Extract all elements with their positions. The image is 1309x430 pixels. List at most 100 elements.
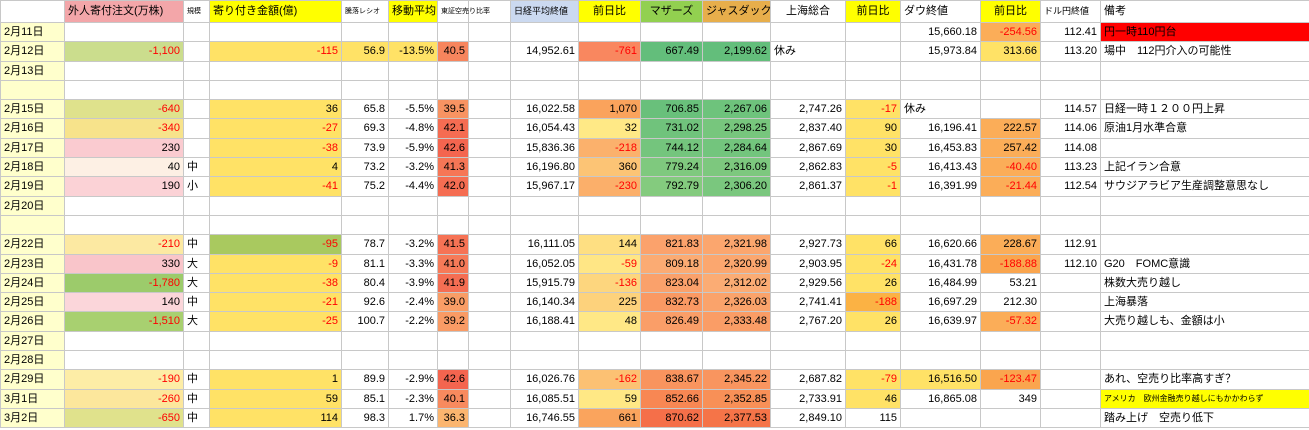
cell-short-sell-ratio[interactable]: 41.0 bbox=[437, 253, 469, 274]
cell-dow-close[interactable]: 16,431.78 bbox=[900, 253, 981, 274]
cell-mothers[interactable]: 779.24 bbox=[640, 157, 703, 178]
cell-shanghai[interactable] bbox=[770, 330, 846, 352]
cell-dow-close[interactable]: 休み bbox=[900, 99, 981, 120]
cell-date[interactable]: 2月20日 bbox=[0, 195, 65, 216]
cell-dow-change[interactable] bbox=[980, 214, 1041, 236]
cell-opening-amount[interactable]: -38 bbox=[209, 272, 342, 294]
cell-nikkei-change[interactable]: 661 bbox=[578, 407, 641, 429]
cell-usdjpy-close[interactable]: 112.54 bbox=[1040, 176, 1101, 197]
cell-moving-average[interactable]: -5.9% bbox=[388, 137, 438, 159]
cell-date[interactable]: 2月15日 bbox=[0, 99, 65, 120]
cell-usdjpy-close[interactable] bbox=[1040, 388, 1101, 409]
cell-order-size[interactable] bbox=[183, 214, 210, 236]
cell-date[interactable]: 2月16日 bbox=[0, 118, 65, 139]
cell-spacer[interactable] bbox=[468, 214, 511, 236]
cell-opening-amount[interactable]: -9 bbox=[209, 253, 342, 274]
cell-remarks[interactable] bbox=[1100, 60, 1309, 81]
cell-dow-close[interactable]: 16,413.43 bbox=[900, 157, 981, 178]
cell-shanghai[interactable]: 休み bbox=[770, 41, 846, 62]
cell-date[interactable]: 2月28日 bbox=[0, 350, 65, 371]
cell-order-size[interactable] bbox=[183, 118, 210, 139]
cell-shanghai[interactable] bbox=[770, 195, 846, 216]
cell-opening-amount[interactable] bbox=[209, 195, 342, 216]
header-spacer[interactable] bbox=[468, 0, 511, 23]
cell-shanghai-change[interactable]: -24 bbox=[845, 253, 901, 274]
header-mothers[interactable]: マザーズ bbox=[640, 0, 703, 23]
cell-date[interactable] bbox=[0, 214, 65, 236]
cell-spacer[interactable] bbox=[468, 195, 511, 216]
cell-order-size[interactable]: 中 bbox=[183, 388, 210, 409]
cell-nikkei-close[interactable] bbox=[510, 60, 579, 81]
cell-remarks[interactable]: 踏み上げ 空売り低下 bbox=[1100, 407, 1309, 429]
cell-foreign-orders[interactable]: -260 bbox=[64, 388, 184, 409]
cell-mothers[interactable]: 838.67 bbox=[640, 369, 703, 390]
cell-remarks[interactable]: G20 FOMC意識 bbox=[1100, 253, 1309, 274]
cell-spacer[interactable] bbox=[468, 407, 511, 429]
cell-moving-average[interactable] bbox=[388, 60, 438, 81]
cell-shanghai-change[interactable] bbox=[845, 21, 901, 43]
cell-nikkei-change[interactable]: -162 bbox=[578, 369, 641, 390]
cell-short-sell-ratio[interactable]: 41.9 bbox=[437, 272, 469, 294]
cell-toraku-ratio[interactable] bbox=[341, 60, 389, 81]
cell-spacer[interactable] bbox=[468, 79, 511, 101]
cell-remarks[interactable] bbox=[1100, 137, 1309, 159]
cell-shanghai[interactable] bbox=[770, 60, 846, 81]
cell-nikkei-change[interactable] bbox=[578, 350, 641, 371]
cell-short-sell-ratio[interactable]: 41.5 bbox=[437, 234, 469, 255]
cell-dow-close[interactable] bbox=[900, 79, 981, 101]
cell-remarks[interactable]: 日経一時１２００円上昇 bbox=[1100, 99, 1309, 120]
cell-nikkei-close[interactable] bbox=[510, 21, 579, 43]
cell-dow-change[interactable]: 349 bbox=[980, 388, 1041, 409]
cell-nikkei-change[interactable]: 48 bbox=[578, 311, 641, 332]
cell-foreign-orders[interactable]: -1,510 bbox=[64, 311, 184, 332]
cell-nikkei-close[interactable] bbox=[510, 330, 579, 352]
cell-shanghai-change[interactable] bbox=[845, 60, 901, 81]
cell-jasdaq[interactable]: 2,345.22 bbox=[702, 369, 771, 390]
cell-shanghai[interactable]: 2,927.73 bbox=[770, 234, 846, 255]
cell-nikkei-close[interactable]: 16,052.05 bbox=[510, 253, 579, 274]
cell-foreign-orders[interactable]: 230 bbox=[64, 137, 184, 159]
cell-jasdaq[interactable]: 2,267.06 bbox=[702, 99, 771, 120]
cell-jasdaq[interactable]: 2,199.62 bbox=[702, 41, 771, 62]
header-nikkei-change[interactable]: 前日比 bbox=[578, 0, 641, 23]
cell-toraku-ratio[interactable] bbox=[341, 79, 389, 101]
cell-remarks[interactable]: サウジアラビア生産調整意思なし bbox=[1100, 176, 1309, 197]
cell-jasdaq[interactable] bbox=[702, 60, 771, 81]
cell-spacer[interactable] bbox=[468, 137, 511, 159]
cell-foreign-orders[interactable] bbox=[64, 21, 184, 43]
cell-toraku-ratio[interactable] bbox=[341, 350, 389, 371]
cell-nikkei-close[interactable]: 16,140.34 bbox=[510, 292, 579, 313]
cell-foreign-orders[interactable]: 330 bbox=[64, 253, 184, 274]
cell-mothers[interactable]: 826.49 bbox=[640, 311, 703, 332]
cell-usdjpy-close[interactable]: 112.91 bbox=[1040, 234, 1101, 255]
cell-foreign-orders[interactable]: -1,100 bbox=[64, 41, 184, 62]
cell-mothers[interactable] bbox=[640, 350, 703, 371]
cell-spacer[interactable] bbox=[468, 311, 511, 332]
cell-moving-average[interactable] bbox=[388, 21, 438, 43]
cell-jasdaq[interactable]: 2,377.53 bbox=[702, 407, 771, 429]
cell-date[interactable]: 2月12日 bbox=[0, 41, 65, 62]
cell-shanghai-change[interactable]: -1 bbox=[845, 176, 901, 197]
cell-dow-close[interactable]: 15,660.18 bbox=[900, 21, 981, 43]
cell-short-sell-ratio[interactable]: 42.6 bbox=[437, 369, 469, 390]
cell-shanghai[interactable]: 2,903.95 bbox=[770, 253, 846, 274]
cell-dow-close[interactable] bbox=[900, 350, 981, 371]
cell-shanghai[interactable] bbox=[770, 79, 846, 101]
cell-shanghai-change[interactable]: 66 bbox=[845, 234, 901, 255]
cell-opening-amount[interactable]: -115 bbox=[209, 41, 342, 62]
cell-toraku-ratio[interactable]: 73.9 bbox=[341, 137, 389, 159]
cell-moving-average[interactable]: -3.2% bbox=[388, 234, 438, 255]
cell-short-sell-ratio[interactable]: 42.1 bbox=[437, 118, 469, 139]
cell-opening-amount[interactable] bbox=[209, 350, 342, 371]
cell-foreign-orders[interactable] bbox=[64, 214, 184, 236]
cell-order-size[interactable]: 中 bbox=[183, 234, 210, 255]
cell-spacer[interactable] bbox=[468, 157, 511, 178]
cell-opening-amount[interactable]: -25 bbox=[209, 311, 342, 332]
cell-spacer[interactable] bbox=[468, 118, 511, 139]
cell-date[interactable]: 2月18日 bbox=[0, 157, 65, 178]
cell-order-size[interactable] bbox=[183, 195, 210, 216]
cell-nikkei-change[interactable]: -136 bbox=[578, 272, 641, 294]
cell-order-size[interactable]: 中 bbox=[183, 369, 210, 390]
cell-order-size[interactable] bbox=[183, 79, 210, 101]
cell-nikkei-close[interactable]: 16,085.51 bbox=[510, 388, 579, 409]
